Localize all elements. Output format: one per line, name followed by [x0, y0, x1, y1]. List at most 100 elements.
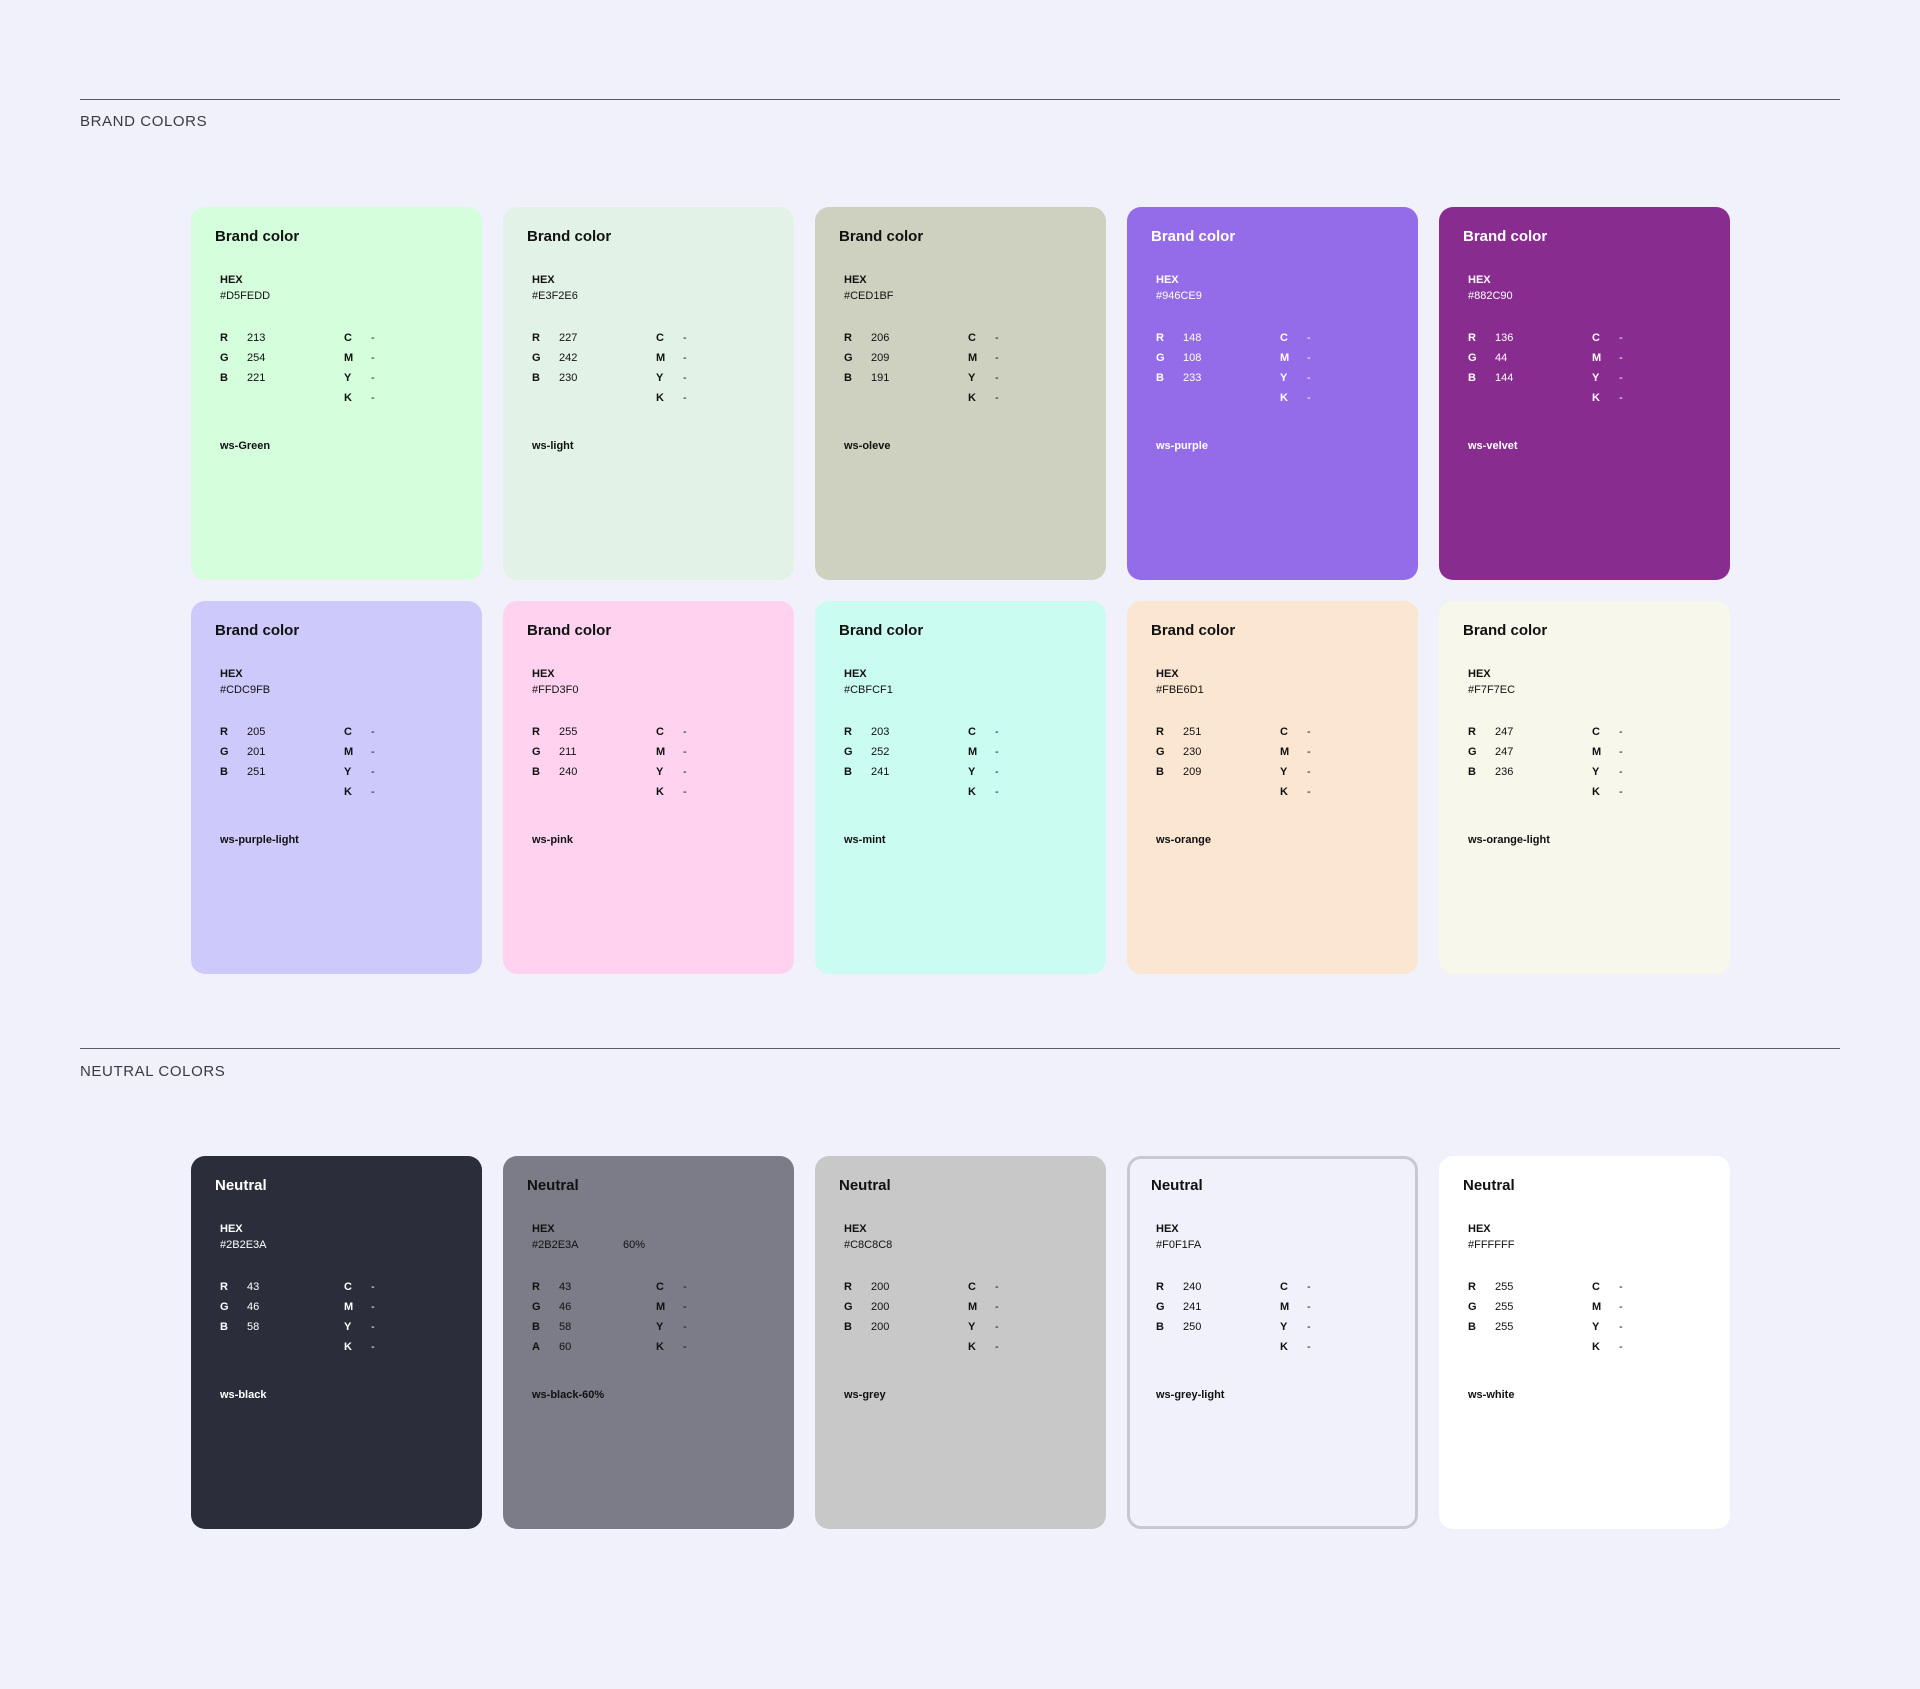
cmyk-row-c: C- [1592, 722, 1623, 742]
color-swatch-card: Brand color HEX #FFD3F0 R 255 G 211 B 240 C - M - Y - K… [503, 601, 794, 974]
token-name: ws-purple-light [220, 834, 299, 846]
channel-label: M [1280, 746, 1290, 758]
cmyk-row-c: C- [968, 1277, 999, 1297]
channel-label: B [1156, 372, 1164, 384]
token-name: ws-light [532, 440, 574, 452]
cmyk-row-k: K- [968, 1337, 999, 1357]
channel-label: M [656, 352, 666, 364]
channel-value: - [1619, 1281, 1623, 1293]
channel-value: 230 [559, 372, 578, 384]
channel-value: - [1307, 746, 1311, 758]
channel-value: 255 [559, 726, 578, 738]
rgb-row-g: G 255 [1468, 1297, 1513, 1317]
channel-value: - [371, 332, 375, 344]
channel-value: 144 [1495, 372, 1514, 384]
channel-value: - [371, 392, 375, 404]
color-swatch-card: Neutral HEX #F0F1FA R 240 G 241 B 250 C - M - Y - K - ws-… [1127, 1156, 1418, 1529]
channel-label: R [1468, 726, 1476, 738]
rgb-row-r: R 227 [532, 328, 577, 348]
channel-label: M [1280, 1301, 1290, 1313]
channel-value: - [683, 1281, 687, 1293]
token-name: ws-purple [1156, 440, 1208, 452]
channel-value: - [995, 372, 999, 384]
channel-value: - [683, 372, 687, 384]
cmyk-values: C-M-Y-K- [656, 722, 687, 802]
channel-value: - [995, 352, 999, 364]
cmyk-row-c: C- [1280, 722, 1311, 742]
neutral-section-title: NEUTRAL COLORS [80, 1063, 226, 1080]
channel-label: C [656, 1281, 664, 1293]
rgb-values: R 247 G 247 B 236 [1468, 722, 1513, 782]
rgb-row-b: B 230 [532, 368, 577, 388]
channel-label: K [656, 786, 664, 798]
rgb-values: R 200 G 200 B 200 [844, 1277, 889, 1337]
cmyk-row-k: K- [656, 782, 687, 802]
channel-value: - [1307, 392, 1311, 404]
channel-value: 254 [247, 352, 266, 364]
token-name: ws-oleve [844, 440, 891, 452]
channel-value: - [1619, 372, 1623, 384]
channel-label: G [1468, 746, 1477, 758]
token-name: ws-mint [844, 834, 886, 846]
channel-label: B [532, 372, 540, 384]
hex-value: #D5FEDD [220, 290, 271, 302]
hex-value: #F0F1FA [1156, 1239, 1202, 1251]
channel-label: K [344, 392, 352, 404]
hex-label: HEX [844, 274, 867, 286]
channel-label: C [1280, 332, 1288, 344]
channel-label: G [532, 746, 541, 758]
rgb-row-b: B 241 [844, 762, 889, 782]
cmyk-row-k: K- [968, 388, 999, 408]
channel-value: - [1619, 766, 1623, 778]
channel-label: R [1156, 332, 1164, 344]
channel-value: 242 [559, 352, 578, 364]
brand-color-grid: Brand color HEX #D5FEDD R 213 G 254 B 221 C - M - Y - K… [191, 207, 1730, 974]
cmyk-row-k: K- [1592, 1337, 1623, 1357]
rgb-row-g: G 209 [844, 348, 889, 368]
channel-value: 209 [1183, 766, 1202, 778]
cmyk-values: C-M-Y-K- [1280, 328, 1311, 408]
channel-value: - [1619, 726, 1623, 738]
cmyk-row-k: K- [1592, 388, 1623, 408]
cmyk-row-m: M- [1592, 348, 1623, 368]
channel-value: 230 [1183, 746, 1202, 758]
cmyk-row-y: Y- [344, 1317, 375, 1337]
rgb-row-g: G 247 [1468, 742, 1513, 762]
rgb-row-r: R 203 [844, 722, 889, 742]
channel-value: 241 [1183, 1301, 1202, 1313]
rgb-values: R 148 G 108 B 233 [1156, 328, 1201, 388]
card-title: Brand color [527, 622, 612, 639]
card-title: Brand color [215, 622, 300, 639]
channel-label: B [1468, 372, 1476, 384]
channel-label: M [344, 1301, 354, 1313]
channel-value: 213 [247, 332, 266, 344]
cmyk-row-c: C- [344, 722, 375, 742]
rgb-row-b: B 200 [844, 1317, 889, 1337]
cmyk-values: C-M-Y-K- [656, 1277, 687, 1357]
channel-value: - [995, 1301, 999, 1313]
channel-label: R [1468, 1281, 1476, 1293]
channel-value: - [371, 746, 375, 758]
rgb-row-b: B 209 [1156, 762, 1201, 782]
cmyk-row-k: K- [1280, 1337, 1311, 1357]
card-title: Brand color [1463, 622, 1548, 639]
cmyk-row-m: M- [1592, 742, 1623, 762]
channel-value: - [683, 1301, 687, 1313]
channel-value: - [1307, 1321, 1311, 1333]
token-name: ws-black [220, 1389, 267, 1401]
hex-label: HEX [532, 274, 555, 286]
card-title: Neutral [527, 1177, 579, 1194]
card-title: Brand color [1151, 228, 1236, 245]
channel-value: 211 [559, 746, 577, 758]
color-swatch-card: Brand color HEX #D5FEDD R 213 G 254 B 221 C - M - Y - K… [191, 207, 482, 580]
channel-label: B [1156, 766, 1164, 778]
channel-value: - [371, 766, 375, 778]
channel-value: - [1619, 786, 1623, 798]
channel-value: 201 [247, 746, 266, 758]
channel-label: K [968, 1341, 976, 1353]
cmyk-values: C-M-Y-K- [344, 328, 375, 408]
channel-label: R [844, 332, 852, 344]
channel-label: B [220, 1321, 228, 1333]
color-swatch-card: Brand color HEX #FBE6D1 R 251 G 230 B 209 C - M - Y - K… [1127, 601, 1418, 974]
channel-value: - [371, 1301, 375, 1313]
